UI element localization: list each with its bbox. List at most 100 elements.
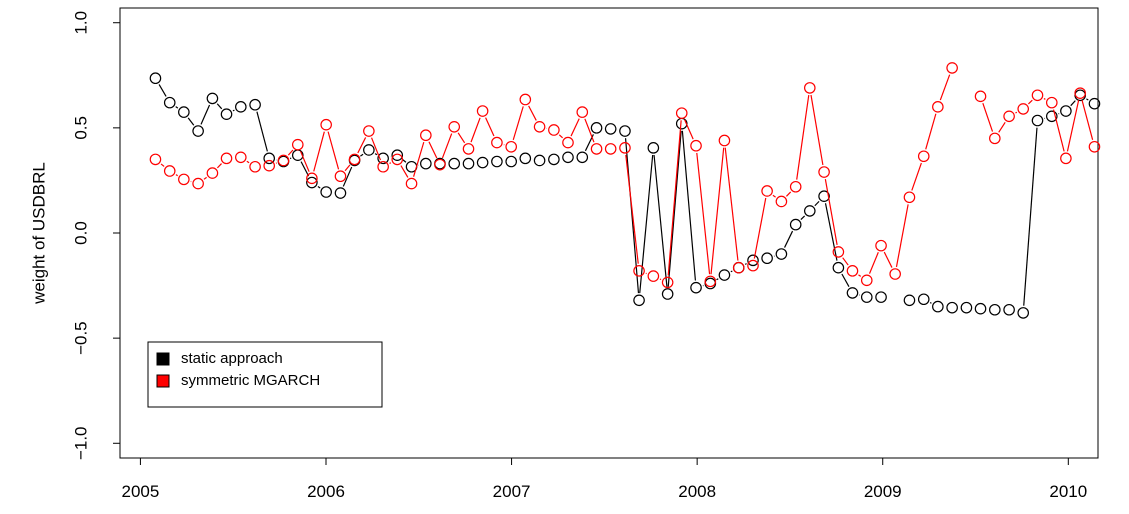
y-tick-label: −1.0 bbox=[71, 426, 90, 460]
point bbox=[747, 259, 759, 272]
y-axis-label: weight of USDBRL bbox=[29, 162, 48, 305]
point bbox=[917, 150, 930, 163]
line-segment bbox=[400, 165, 409, 178]
line-segment bbox=[457, 132, 466, 144]
line-segment bbox=[342, 166, 353, 187]
point bbox=[491, 136, 503, 149]
point bbox=[818, 166, 830, 178]
point bbox=[761, 252, 773, 265]
point bbox=[704, 275, 717, 288]
point bbox=[832, 261, 845, 274]
point bbox=[590, 122, 603, 134]
point bbox=[875, 291, 887, 303]
line-segment bbox=[624, 138, 640, 294]
line-segment bbox=[1028, 99, 1033, 105]
point bbox=[1088, 97, 1101, 110]
line-segment bbox=[925, 113, 937, 150]
line-segment bbox=[696, 152, 711, 275]
point bbox=[875, 239, 887, 252]
y-tick-label: −0.5 bbox=[71, 321, 90, 355]
line-segment bbox=[313, 131, 325, 172]
point bbox=[334, 170, 347, 183]
point bbox=[1003, 110, 1015, 123]
point bbox=[562, 136, 574, 149]
line-segment bbox=[929, 302, 932, 304]
point bbox=[1074, 87, 1086, 99]
line-segment bbox=[287, 149, 294, 156]
point bbox=[775, 195, 788, 208]
point bbox=[462, 143, 475, 155]
point bbox=[661, 276, 674, 289]
line-segment bbox=[625, 154, 639, 264]
line-segment bbox=[753, 197, 767, 259]
line-segment bbox=[842, 257, 849, 266]
point bbox=[1060, 105, 1072, 117]
line-segment bbox=[772, 194, 776, 198]
line-segment bbox=[895, 204, 909, 268]
point bbox=[576, 151, 589, 164]
point bbox=[533, 154, 546, 167]
line-segment bbox=[441, 133, 453, 159]
point bbox=[604, 143, 617, 155]
point bbox=[690, 281, 702, 294]
line-segment bbox=[1015, 111, 1018, 114]
line-segment bbox=[428, 141, 438, 159]
line-segment bbox=[800, 215, 806, 221]
point bbox=[548, 124, 560, 136]
line-segment bbox=[402, 159, 407, 163]
point bbox=[1045, 110, 1058, 123]
point bbox=[917, 293, 930, 306]
point bbox=[263, 152, 276, 165]
y-tick-label: 0.5 bbox=[71, 116, 90, 140]
point bbox=[291, 138, 304, 151]
line-segment bbox=[344, 164, 351, 172]
point bbox=[718, 134, 731, 147]
line-segment bbox=[317, 186, 321, 189]
line-segment bbox=[256, 111, 268, 152]
line-segment bbox=[824, 203, 838, 261]
line-segment bbox=[584, 118, 595, 143]
point bbox=[619, 125, 631, 137]
point bbox=[1017, 103, 1030, 115]
point bbox=[1031, 89, 1044, 102]
line-segment bbox=[868, 252, 879, 274]
x-tick-label: 2009 bbox=[864, 482, 902, 501]
point bbox=[946, 62, 958, 74]
line-segment bbox=[389, 162, 392, 164]
point bbox=[846, 265, 859, 277]
line-segment bbox=[246, 160, 250, 164]
line-segment bbox=[1066, 100, 1080, 152]
point bbox=[519, 93, 532, 106]
line-segment bbox=[1023, 127, 1038, 306]
point bbox=[363, 144, 375, 156]
line-segment bbox=[841, 273, 850, 287]
line-segment bbox=[982, 102, 994, 132]
line-segment bbox=[1081, 99, 1094, 140]
point bbox=[903, 294, 916, 307]
y-tick-label: 1.0 bbox=[71, 11, 90, 35]
line-segment bbox=[357, 137, 367, 154]
point bbox=[974, 302, 987, 315]
line-segment bbox=[1043, 98, 1046, 100]
line-segment bbox=[939, 74, 951, 101]
point bbox=[491, 155, 503, 168]
x-tick-label: 2010 bbox=[1049, 482, 1087, 501]
line-segment bbox=[744, 263, 747, 265]
point bbox=[989, 303, 1001, 316]
line-segment bbox=[175, 106, 179, 109]
x-tick-label: 2007 bbox=[493, 482, 531, 501]
line-segment bbox=[684, 119, 694, 140]
point bbox=[249, 98, 261, 111]
line-segment bbox=[232, 109, 235, 112]
point bbox=[1060, 152, 1072, 165]
point bbox=[989, 132, 1001, 145]
x-tick-label: 2008 bbox=[678, 482, 716, 501]
y-tick-label: 0.0 bbox=[71, 221, 90, 245]
point bbox=[192, 177, 204, 190]
point bbox=[448, 121, 461, 133]
point bbox=[434, 158, 446, 171]
point bbox=[462, 157, 475, 170]
point bbox=[178, 173, 190, 186]
point bbox=[320, 186, 332, 198]
line-segment bbox=[824, 179, 838, 245]
